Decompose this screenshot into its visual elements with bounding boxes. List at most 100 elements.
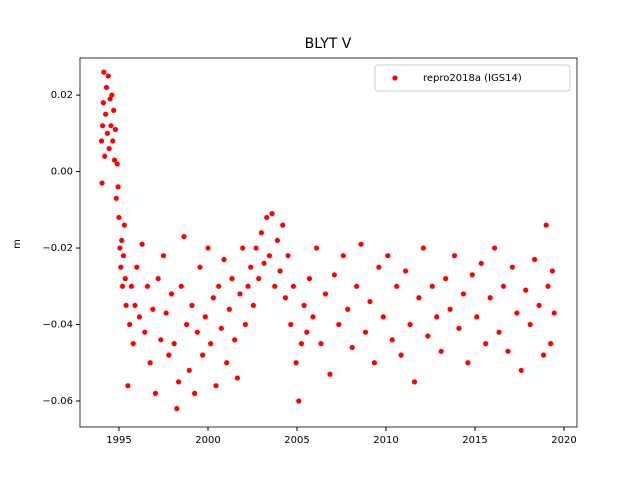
data-point [256, 276, 262, 282]
data-point [274, 237, 281, 243]
x-tick-label: 2015 [462, 435, 487, 446]
data-point [500, 283, 507, 289]
data-point [130, 341, 136, 347]
data-point [176, 379, 182, 385]
data-point [434, 314, 440, 320]
data-point [205, 245, 211, 251]
data-point [136, 314, 143, 320]
x-tick-label: 2020 [551, 435, 576, 446]
data-point [237, 291, 243, 297]
data-point [245, 283, 251, 289]
data-point [536, 302, 542, 309]
data-point [301, 302, 307, 309]
data-point [313, 245, 320, 251]
data-point [118, 264, 124, 270]
data-point [354, 283, 360, 289]
data-point [144, 283, 151, 289]
data-point [322, 291, 329, 297]
y-tick-label: −0.06 [42, 396, 73, 407]
legend-marker [392, 75, 398, 81]
data-point [152, 390, 159, 396]
data-point [487, 295, 493, 301]
data-point [181, 233, 187, 240]
data-point [192, 390, 198, 396]
data-point [100, 123, 106, 129]
data-point [103, 111, 109, 117]
data-point [456, 325, 462, 331]
data-point [272, 283, 278, 289]
data-point [282, 295, 289, 301]
data-point [163, 310, 169, 316]
data-point [121, 222, 127, 228]
data-point [248, 264, 254, 270]
data-point [304, 329, 310, 335]
data-point [101, 69, 107, 75]
data-point [483, 341, 489, 347]
data-point [327, 371, 333, 377]
data-point [221, 256, 227, 263]
data-point [189, 302, 195, 309]
data-point [105, 73, 111, 79]
data-point [229, 276, 235, 282]
data-point [527, 321, 533, 328]
data-point [491, 245, 498, 251]
data-point [438, 348, 444, 354]
data-point [115, 184, 121, 190]
data-point [116, 214, 122, 221]
data-point [155, 276, 161, 282]
data-point [293, 360, 299, 366]
data-point [394, 283, 400, 289]
data-point [132, 302, 138, 309]
data-point [213, 383, 219, 389]
data-point [296, 398, 302, 404]
data-point [285, 253, 291, 259]
data-point [178, 283, 184, 289]
data-point [150, 306, 156, 312]
data-point [108, 123, 114, 129]
chart-title: BLYT V [305, 36, 352, 52]
data-point [509, 264, 515, 270]
data-point [218, 325, 224, 331]
data-point [318, 341, 324, 347]
data-point [478, 260, 484, 266]
data-point [425, 333, 431, 339]
y-axis-label: m [12, 239, 23, 249]
data-point [125, 383, 131, 389]
data-point [99, 180, 105, 186]
data-point [106, 146, 112, 152]
data-point [367, 298, 373, 305]
data-point [102, 153, 108, 159]
data-point [194, 329, 200, 335]
data-point [451, 253, 458, 259]
data-point [389, 337, 395, 343]
y-tick-label: 0.02 [51, 90, 73, 101]
data-point [447, 306, 453, 312]
data-point [398, 352, 404, 358]
data-point [407, 321, 413, 328]
data-point [240, 245, 246, 251]
data-point [264, 214, 270, 221]
y-tick-label: −0.02 [42, 243, 73, 254]
data-point [420, 245, 426, 251]
data-point [266, 253, 273, 259]
data-point [518, 367, 524, 374]
data-point [119, 283, 126, 289]
data-point [345, 306, 351, 312]
data-point [111, 107, 117, 113]
data-point [298, 341, 305, 347]
data-point [336, 321, 342, 328]
data-point [112, 126, 119, 133]
data-point [120, 253, 127, 259]
data-point [202, 314, 208, 320]
data-point [184, 321, 190, 328]
data-point [128, 283, 135, 289]
data-point [306, 276, 313, 282]
data-point [514, 310, 520, 316]
legend-box [374, 64, 571, 92]
data-point [158, 337, 164, 343]
data-point [168, 291, 175, 297]
data-point [200, 352, 206, 358]
data-point [523, 287, 529, 293]
data-point [269, 211, 275, 217]
